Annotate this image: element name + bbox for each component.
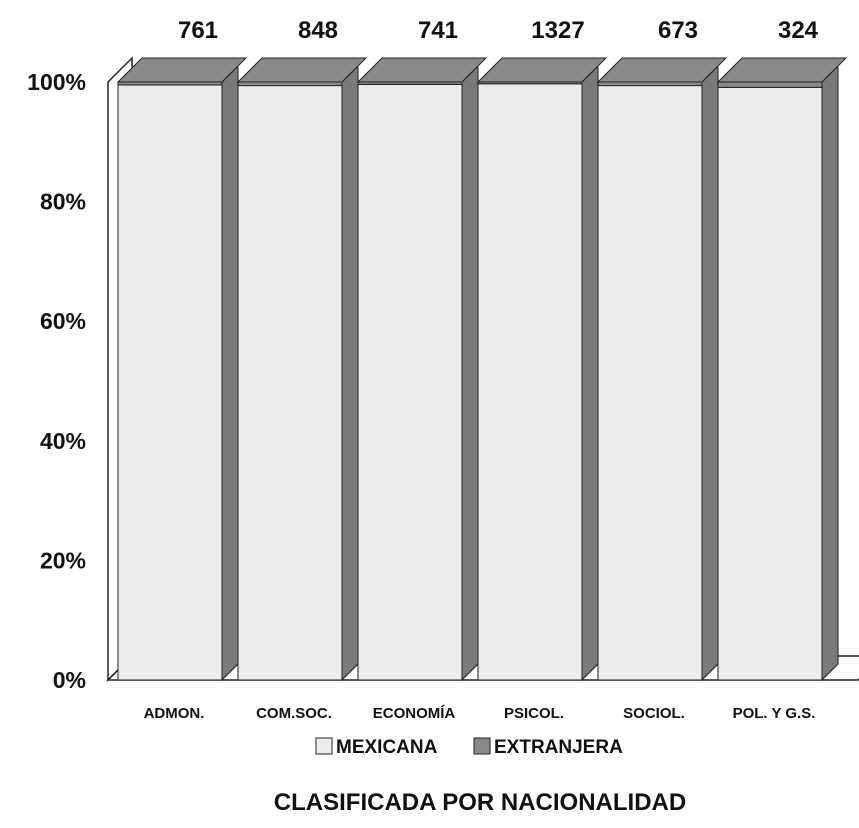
bar-side-POL. Y G.S. xyxy=(821,64,839,682)
bar-PSICOL.-MEXICANA xyxy=(477,83,583,681)
x-tick-label: PSICOL. xyxy=(504,705,564,722)
bar-total-label: 324 xyxy=(778,17,819,44)
bar-total-label: 741 xyxy=(418,17,458,44)
bar-top-POL. Y G.S. xyxy=(716,57,848,83)
y-tick-label: 100% xyxy=(27,69,86,95)
bar-side-ADMON. xyxy=(221,64,239,682)
bar-total-label: 1327 xyxy=(531,17,584,44)
bar-ADMON.-MEXICANA xyxy=(117,84,223,681)
bar-total-label: 673 xyxy=(658,17,698,44)
y-tick-label: 80% xyxy=(40,189,86,215)
bar-POL. Y G.S.-EXTRANJERA xyxy=(717,81,823,88)
bar-SOCIOL.-MEXICANA xyxy=(597,85,703,681)
x-tick-label: SOCIOL. xyxy=(623,705,685,722)
bar-total-label: 761 xyxy=(178,17,218,44)
legend-swatch xyxy=(473,737,491,755)
bar-total-label: 848 xyxy=(298,17,338,44)
bar-SOCIOL.-EXTRANJERA xyxy=(597,81,703,87)
y-tick-label: 20% xyxy=(40,547,86,573)
legend-swatch xyxy=(315,737,333,755)
bar-side-ECONOMÍA xyxy=(461,64,479,682)
bar-top-PSICOL. xyxy=(476,57,608,83)
legend-label: MEXICANA xyxy=(336,737,438,758)
y-tick-label: 0% xyxy=(53,667,86,693)
x-tick-label: ECONOMÍA xyxy=(373,705,456,722)
legend-label: EXTRANJERA xyxy=(494,737,623,758)
bar-COM.SOC.-MEXICANA xyxy=(237,85,343,681)
bar-top-ECONOMÍA xyxy=(356,57,488,83)
bar-top-ADMON. xyxy=(116,57,248,83)
bar-side-SOCIOL. xyxy=(701,64,719,682)
chart-title: CLASIFICADA POR NACIONALIDAD xyxy=(274,789,686,816)
x-tick-label: ADMON. xyxy=(144,705,205,722)
bar-top-COM.SOC. xyxy=(236,57,368,83)
bar-ECONOMÍA-MEXICANA xyxy=(357,83,463,681)
bar-top-SOCIOL. xyxy=(596,57,728,83)
x-tick-label: POL. Y G.S. xyxy=(733,705,816,722)
bar-COM.SOC.-EXTRANJERA xyxy=(237,81,343,87)
y-tick-label: 40% xyxy=(40,428,86,454)
x-tick-label: COM.SOC. xyxy=(256,705,332,722)
bar-side-PSICOL. xyxy=(581,64,599,682)
bar-side-COM.SOC. xyxy=(341,64,359,682)
y-tick-label: 60% xyxy=(40,308,86,334)
bar-POL. Y G.S.-MEXICANA xyxy=(717,86,823,681)
